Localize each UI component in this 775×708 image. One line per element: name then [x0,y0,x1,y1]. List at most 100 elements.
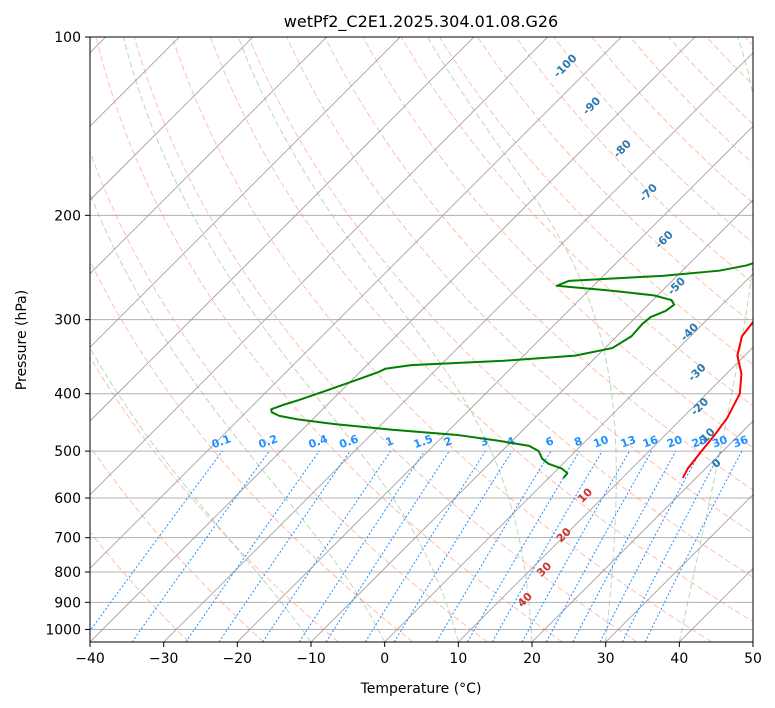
moist-adiabat [90,192,386,642]
dry-adiabat [90,445,264,642]
dry-adiabat [324,37,753,491]
dry-adiabat [629,37,753,165]
y-tick-label: 200 [54,208,81,224]
mixing-ratio-line [467,450,580,642]
data-series [270,262,753,479]
y-tick-label: 400 [54,387,81,403]
mixing-ratio-label: 3 [478,434,490,449]
dry-adiabat [591,37,753,204]
isotherm-line [90,37,548,496]
moist-adiabats [90,37,753,642]
mixing-ratio-line [218,450,351,642]
mixing-ratio-label: 0.4 [307,432,330,451]
mixing-ratio-label: 30 [710,433,729,451]
isotherms [90,37,753,642]
mixing-ratio-line [364,450,486,642]
isotherm-line [90,37,696,642]
y-axis-label: Pressure (hPa) [14,290,30,390]
x-tick-label: −30 [149,651,179,667]
isotherm-line [90,37,475,422]
mixing-ratio-label: 1.5 [412,432,435,451]
mixing-ratio-line [545,450,653,642]
x-axis-label: Temperature (°C) [360,681,482,697]
moist-adiabat [122,37,459,642]
dry-adiabat [95,37,563,642]
x-tick-label: −20 [223,651,253,667]
y-tick-label: 800 [54,565,81,581]
y-tick-label: 100 [54,30,81,46]
dry-adiabat [90,150,488,642]
y-tick-label: 700 [54,531,81,547]
mixing-ratio-line [90,450,223,632]
temperature-profile [681,320,753,479]
y-axis-ticks: 100 200 300 400 500 600 700 800 900 1000 [45,30,90,638]
dry-adiabat [248,37,753,578]
dry-adiabat [133,37,638,642]
mixing-ratio-line [325,450,450,642]
mixing-ratio-label: 13 [619,433,638,450]
dry-adiabat [667,37,753,125]
dry-adiabats [90,37,753,642]
isotherm-line [90,37,401,348]
pressure-gridlines [90,37,753,630]
dry-adiabat [553,37,753,244]
chart-title: wetPf2_C2E1.2025.304.01.08.G26 [284,12,558,32]
mixing-ratio-label: 1 [384,434,396,449]
isotherm-line [90,37,327,275]
mixing-ratio-label: 0.1 [210,432,233,451]
mixing-ratio-line [393,450,513,642]
x-tick-label: 10 [449,651,467,667]
mixing-ratio-label: 0.6 [338,432,361,451]
mixing-ratio-label: 0.2 [257,432,280,451]
isotherm-line [531,420,753,642]
isotherm-line [237,125,753,642]
mixing-ratio-label: 4 [505,434,517,449]
mixing-ratio-label: 25 [690,433,709,450]
dry-adiabat [362,37,753,449]
mixing-ratio-label: 8 [572,434,584,449]
moist-adiabat [426,37,617,642]
dry-adiabat [400,37,753,407]
mixing-ratio-label: 2 [442,434,454,449]
mixing-ratio-line [185,450,320,642]
mixing-ratio-label: 16 [641,433,660,451]
mixing-ratio-line [435,450,552,642]
mixing-ratio-label: 36 [731,433,750,451]
plot-frame [89,36,754,643]
mixing-ratio-lines: 0.1 0.2 0.4 0.6 1 1.5 2 3 4 6 8 10 13 16 20 25 30 36 [90,432,750,642]
y-tick-label: 600 [54,491,81,507]
moist-adiabat [237,37,533,642]
y-tick-label: 900 [54,595,81,611]
mixing-ratio-line [491,450,603,642]
y-tick-label: 300 [54,313,81,329]
x-tick-label: 20 [523,651,541,667]
mixing-ratio-line [131,450,270,642]
y-tick-label: 1000 [45,622,81,638]
isotherm-line [163,52,753,642]
isotherm-line [310,199,753,642]
dewpoint-profile [270,262,753,479]
isotherm-line [90,37,622,569]
mixing-ratio-label: 20 [665,433,684,451]
dry-adiabat [209,37,753,623]
isotherm-line [384,273,753,642]
mixing-ratio-line [572,450,677,642]
x-tick-label: −40 [75,651,105,667]
x-tick-label: −10 [296,651,326,667]
dry-adiabat [171,37,712,642]
x-tick-label: 50 [744,651,762,667]
isotherm-line [458,346,753,642]
mixing-ratio-line [521,450,630,642]
y-tick-label: 500 [54,444,81,460]
mixing-ratio-label: 6 [544,434,556,449]
moist-adiabat [90,346,312,642]
isotherm-line [90,37,254,201]
mixing-ratio-label: 10 [592,433,611,451]
isotherm-line [605,494,753,642]
mixing-ratio-line [298,450,425,642]
dry-adiabat [286,37,753,534]
x-tick-label: 40 [670,651,688,667]
x-tick-label: 0 [380,651,389,667]
